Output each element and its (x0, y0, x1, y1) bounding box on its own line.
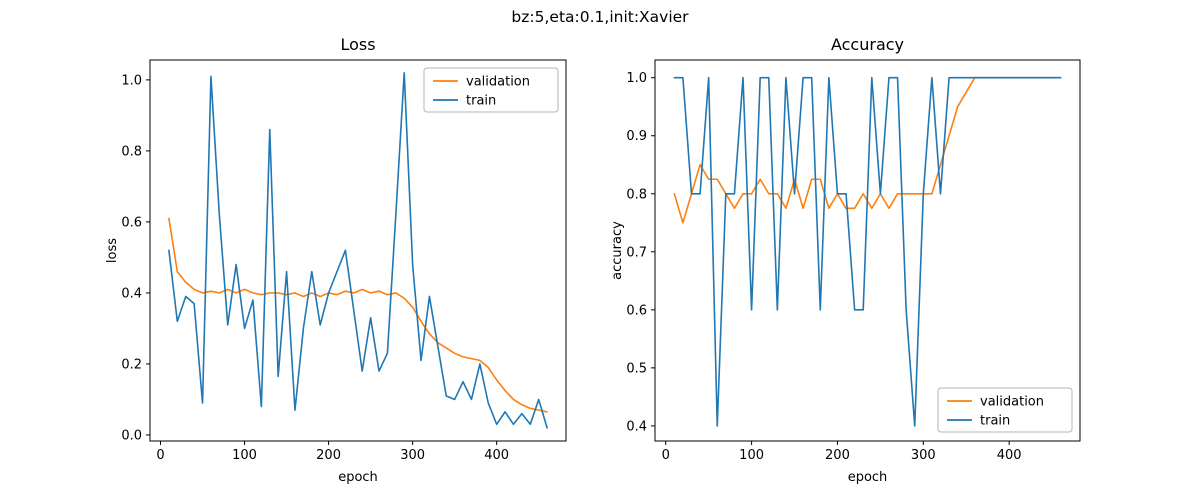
y-tick-label: 0.8 (121, 144, 142, 159)
x-tick-label: 400 (484, 448, 509, 463)
legend-box (423, 67, 559, 113)
legend-label-validation: validation (980, 395, 1044, 410)
figure-suptitle: bz:5,eta:0.1,init:Xavier (511, 8, 689, 26)
accuracy-subplot: Accuracy 0 100 200 300 400 0.4 0.5 0.6 0.7 0.8 0.9 1… (610, 35, 1081, 485)
series-line-train (673, 76, 1062, 427)
y-axis-label: accuracy (610, 221, 625, 280)
y-tick-label: 0.4 (626, 419, 647, 434)
y-tick-label: 1.0 (626, 71, 647, 86)
x-tick-label: 400 (997, 448, 1022, 463)
y-tick-label: 0.0 (121, 428, 142, 443)
x-tick-label: 200 (316, 448, 341, 463)
legend: validation train (423, 67, 559, 113)
y-tick-label: 0.6 (626, 303, 647, 318)
x-tick-label: 0 (662, 448, 670, 463)
axes-title: Loss (340, 35, 375, 54)
loss-subplot: Loss 0 100 200 300 400 0.0 0.2 0.4 0.6 0.8 1.0 epoch… (105, 35, 567, 485)
y-tick-label: 0.8 (626, 187, 647, 202)
y-axis-label: loss (105, 238, 120, 263)
series-line-train (168, 71, 548, 429)
series-line-validation (168, 217, 548, 413)
x-tick-label: 200 (825, 448, 850, 463)
y-tick-label: 0.6 (121, 215, 142, 230)
y-tick-label: 1.0 (121, 73, 142, 88)
x-axis-label: epoch (848, 470, 888, 485)
x-tick-label: 300 (400, 448, 425, 463)
y-tick-label: 0.5 (626, 361, 647, 376)
x-tick-label: 300 (911, 448, 936, 463)
legend-label-validation: validation (466, 75, 530, 90)
y-tick-label: 0.9 (626, 129, 647, 144)
legend-label-train: train (466, 94, 496, 109)
x-tick-label: 0 (156, 448, 164, 463)
y-tick-label: 0.4 (121, 286, 142, 301)
x-tick-label: 100 (739, 448, 764, 463)
axes-title: Accuracy (831, 35, 904, 54)
x-axis-label: epoch (338, 470, 378, 485)
axes-spines (654, 59, 1081, 442)
x-tick-label: 100 (232, 448, 257, 463)
legend-label-train: train (980, 414, 1010, 429)
legend-box (937, 387, 1073, 433)
legend: validation train (937, 387, 1073, 433)
y-tick-label: 0.2 (121, 357, 142, 372)
axes-spines (149, 59, 567, 442)
y-tick-label: 0.7 (626, 245, 647, 260)
